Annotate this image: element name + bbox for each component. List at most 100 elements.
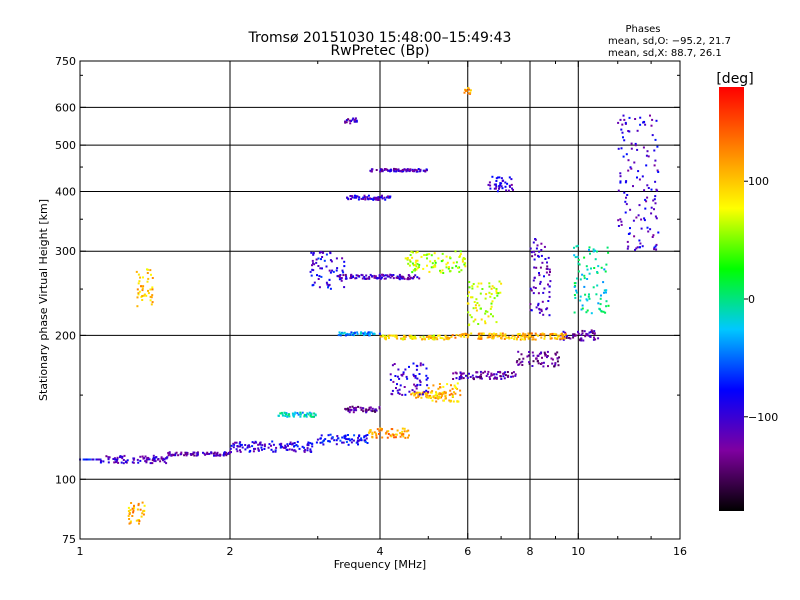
data-point — [312, 415, 315, 418]
data-point — [459, 394, 462, 397]
data-point — [151, 288, 154, 291]
data-point — [344, 334, 347, 337]
data-point — [645, 164, 648, 167]
data-point — [433, 259, 436, 262]
data-point — [235, 448, 238, 451]
data-point — [441, 252, 444, 255]
data-point — [249, 449, 252, 452]
data-point — [168, 453, 171, 456]
data-point — [477, 282, 480, 285]
data-point — [439, 386, 441, 389]
data-point — [528, 333, 531, 336]
data-point — [417, 391, 420, 394]
data-point — [365, 333, 368, 336]
data-point — [306, 447, 309, 450]
data-point — [522, 334, 525, 337]
data-point — [341, 436, 344, 439]
data-point — [639, 246, 641, 249]
data-point — [509, 185, 511, 188]
data-point — [133, 504, 135, 507]
data-point — [390, 428, 393, 430]
data-point — [351, 118, 354, 121]
data-point — [361, 277, 364, 280]
data-point — [459, 253, 462, 256]
data-point — [556, 360, 559, 363]
data-point — [360, 437, 363, 440]
data-point — [533, 258, 536, 261]
data-point — [498, 176, 501, 179]
data-point — [493, 187, 496, 190]
data-point — [585, 311, 588, 314]
data-point — [653, 208, 655, 211]
data-point — [355, 195, 358, 198]
data-point — [174, 452, 177, 455]
data-point — [378, 407, 381, 410]
data-point — [383, 196, 386, 199]
data-point — [498, 370, 501, 373]
data-point — [426, 257, 428, 260]
data-point — [353, 407, 355, 409]
data-point — [477, 333, 480, 336]
data-point — [321, 256, 324, 258]
data-point — [455, 334, 458, 336]
data-point — [383, 277, 386, 280]
data-point — [177, 454, 180, 457]
data-point — [426, 396, 428, 399]
data-point — [495, 321, 498, 324]
data-point — [472, 307, 475, 310]
data-point — [575, 334, 578, 337]
data-point — [439, 271, 442, 274]
data-point — [517, 350, 520, 353]
data-point — [543, 275, 545, 278]
data-point — [114, 458, 117, 461]
data-point — [410, 393, 413, 396]
data-point — [131, 507, 134, 510]
data-point — [122, 459, 125, 461]
data-point — [344, 120, 347, 123]
data-point — [517, 336, 520, 338]
data-point — [493, 332, 495, 335]
data-point — [408, 365, 410, 368]
data-point — [502, 179, 505, 182]
data-point — [397, 391, 400, 394]
data-point — [401, 393, 404, 396]
data-point — [495, 180, 498, 182]
data-point — [352, 411, 355, 414]
data-point — [656, 169, 659, 172]
data-point — [573, 311, 576, 314]
data-point — [524, 335, 527, 338]
data-point — [329, 271, 332, 274]
data-point — [415, 391, 418, 394]
data-point — [85, 458, 88, 461]
data-point — [634, 118, 637, 120]
data-point — [403, 427, 406, 430]
data-point — [488, 291, 491, 294]
data-point — [530, 251, 533, 254]
data-point — [649, 114, 651, 117]
data-point — [416, 262, 419, 265]
data-point — [458, 378, 461, 381]
data-point — [562, 330, 565, 333]
data-point — [397, 169, 400, 172]
data-point — [634, 142, 637, 145]
data-point — [377, 196, 380, 199]
data-point — [347, 408, 350, 411]
data-point — [423, 337, 426, 340]
data-point — [288, 415, 291, 418]
data-point — [415, 259, 418, 262]
data-point — [121, 455, 124, 458]
data-point — [215, 453, 218, 456]
data-point — [371, 407, 374, 410]
data-point — [634, 144, 637, 147]
data-point — [636, 246, 639, 249]
data-point — [356, 441, 359, 444]
data-point — [469, 314, 472, 317]
data-point — [393, 363, 396, 365]
data-point — [535, 333, 538, 336]
data-point — [484, 370, 486, 373]
data-point — [441, 337, 444, 340]
data-point — [463, 334, 465, 337]
data-point — [518, 358, 521, 361]
data-point — [350, 273, 353, 276]
data-point — [363, 436, 366, 439]
